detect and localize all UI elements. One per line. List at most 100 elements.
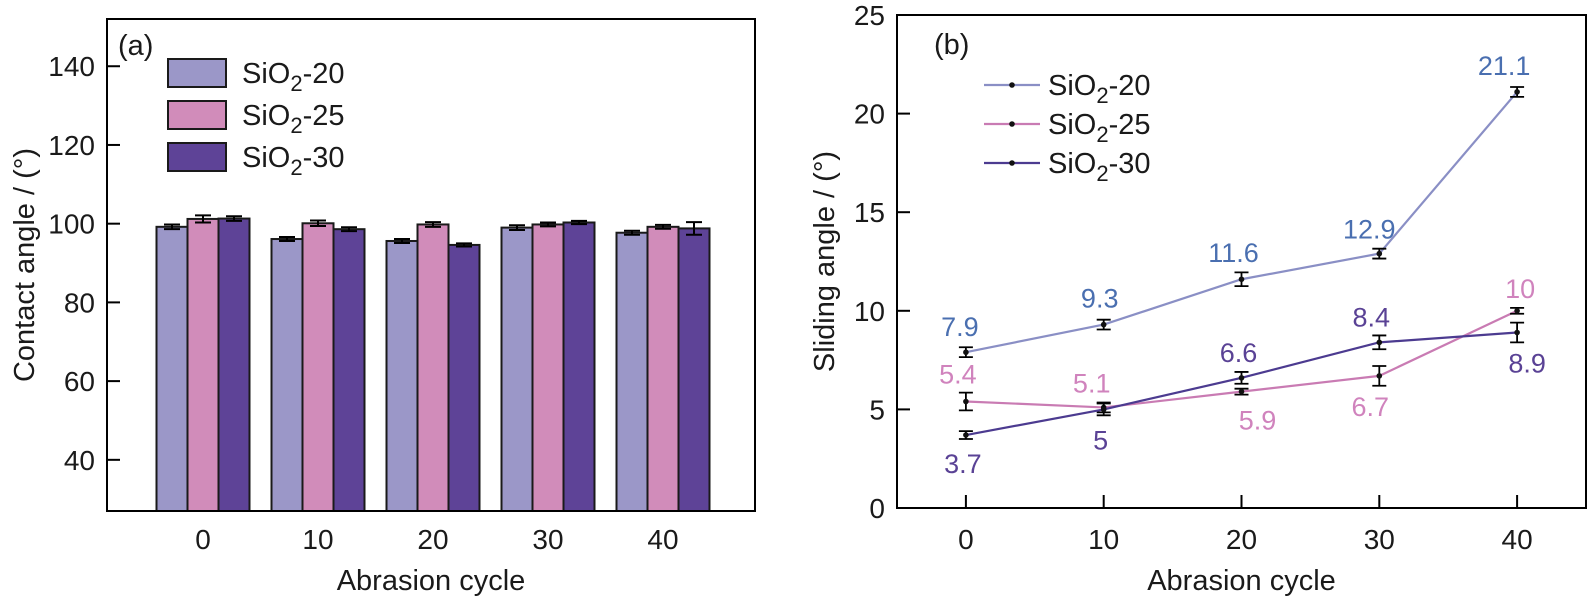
legend-a-swatch-SiO2-30 xyxy=(167,142,227,172)
point-marker-SiO2-30-cycle-40 xyxy=(1514,329,1520,336)
panel-b-ytick-label: 0 xyxy=(869,493,885,524)
panel-a-xtick-label: 10 xyxy=(302,524,333,555)
point-label-SiO2-20-cycle-20: 11.6 xyxy=(1208,238,1259,268)
point-marker-SiO2-30-cycle-20 xyxy=(1238,375,1245,381)
panel-b-ytick-label: 5 xyxy=(869,394,885,425)
panel-b-yaxis-title: Sliding angle / (°) xyxy=(809,151,841,372)
bar-error-SiO2-30-cycle-0 xyxy=(226,215,242,222)
bar-error-SiO2-20-cycle-20 xyxy=(394,238,410,244)
panel-a: 40 60 80 100 120 140 0 10 20 30 40 Abrasion cycle Co… xyxy=(9,18,756,597)
bar-error-SiO2-20-cycle-40 xyxy=(624,229,640,236)
legend-a-label-SiO2-20: SiO2-20 xyxy=(242,58,345,96)
point-marker-SiO2-20-cycle-10 xyxy=(1100,321,1107,328)
bar-SiO2-30-cycle-30 xyxy=(562,221,596,512)
point-marker-SiO2-20-cycle-30 xyxy=(1376,250,1383,257)
bar-error-SiO2-20-cycle-0 xyxy=(164,223,180,231)
point-label-SiO2-20-cycle-40: 21.1 xyxy=(1478,51,1531,81)
point-marker-SiO2-20-cycle-20 xyxy=(1238,276,1245,283)
bar-error-SiO2-25-cycle-40 xyxy=(655,223,671,230)
point-marker-SiO2-30-cycle-10 xyxy=(1100,406,1107,413)
panel-a-legend: SiO2-20 SiO2-25 SiO2-30 xyxy=(167,58,345,180)
panel-a-ytick-label: 60 xyxy=(64,366,95,397)
bar-SiO2-25-cycle-20 xyxy=(416,223,450,512)
point-label-SiO2-30-cycle-40: 8.9 xyxy=(1508,348,1546,378)
bar-SiO2-30-cycle-10 xyxy=(332,228,366,512)
bar-error-SiO2-30-cycle-10 xyxy=(341,226,357,233)
panel-b-ytick-label: 20 xyxy=(854,99,885,130)
point-label-SiO2-25-cycle-10: 5.1 xyxy=(1073,368,1111,398)
legend-a-label-SiO2-30: SiO2-30 xyxy=(242,142,345,180)
point-label-SiO2-30-cycle-0: 3.7 xyxy=(944,449,982,479)
point-label-SiO2-30-cycle-30: 8.4 xyxy=(1353,302,1391,332)
point-marker-SiO2-30-cycle-30 xyxy=(1376,339,1383,346)
panel-b-xtick-label: 20 xyxy=(1226,524,1257,555)
point-label-SiO2-25-cycle-20: 5.9 xyxy=(1239,406,1277,436)
bar-SiO2-20-cycle-10 xyxy=(270,238,304,512)
bar-SiO2-25-cycle-40 xyxy=(646,225,680,512)
bar-SiO2-25-cycle-0 xyxy=(186,217,220,513)
bar-SiO2-30-cycle-0 xyxy=(217,217,251,512)
point-marker-SiO2-25-cycle-0 xyxy=(963,398,969,405)
legend-a-swatch-SiO2-20 xyxy=(167,58,227,88)
legend-b-label-SiO2-25: SiO2-25 xyxy=(1048,109,1151,147)
bar-error-SiO2-30-cycle-20 xyxy=(456,242,472,248)
point-label-SiO2-25-cycle-30: 6.7 xyxy=(1352,392,1390,422)
panel-b-xtick-label: 0 xyxy=(958,524,974,555)
bar-SiO2-25-cycle-30 xyxy=(531,223,565,512)
panel-a-xtick-label: 30 xyxy=(532,524,563,555)
panel-a-ytick-label: 140 xyxy=(48,51,95,82)
bar-error-SiO2-25-cycle-0 xyxy=(195,214,211,224)
panel-b-xtick-label: 10 xyxy=(1088,524,1119,555)
panel-b-frame xyxy=(896,14,1587,509)
point-label-SiO2-30-cycle-10: 5 xyxy=(1093,425,1108,455)
legend-b-marker-SiO2-20 xyxy=(1009,82,1015,88)
panel-a-ytick-label: 100 xyxy=(48,209,95,240)
bar-error-SiO2-25-cycle-30 xyxy=(540,221,556,228)
panel-a-xtick-label: 20 xyxy=(417,524,448,555)
bar-error-SiO2-20-cycle-30 xyxy=(509,224,525,231)
panel-b: 0 5 10 15 20 25 0 10 20 30 40 7.9 9.3 11.6 12.9 21.1 5.4… xyxy=(809,0,1587,597)
bar-SiO2-30-cycle-40 xyxy=(677,227,711,512)
point-marker-SiO2-25-cycle-20 xyxy=(1238,388,1245,395)
point-label-SiO2-20-cycle-30: 12.9 xyxy=(1343,215,1396,245)
panel-b-ytick-label: 25 xyxy=(854,0,885,31)
bar-SiO2-30-cycle-20 xyxy=(447,243,481,513)
panel-a-yaxis-title: Contact angle / (°) xyxy=(9,148,41,382)
bar-error-SiO2-20-cycle-10 xyxy=(279,236,295,242)
bar-SiO2-20-cycle-20 xyxy=(385,239,419,513)
legend-a-swatch-SiO2-25 xyxy=(167,100,227,130)
legend-a-label-SiO2-25: SiO2-25 xyxy=(242,100,345,138)
point-marker-SiO2-20-cycle-0 xyxy=(963,349,969,356)
point-marker-SiO2-30-cycle-0 xyxy=(963,432,969,438)
panel-b-ytick-label: 10 xyxy=(854,296,885,327)
bar-SiO2-20-cycle-40 xyxy=(615,231,649,512)
point-label-SiO2-25-cycle-40: 10 xyxy=(1505,274,1535,304)
point-label-SiO2-20-cycle-0: 7.9 xyxy=(941,312,979,342)
point-label-SiO2-20-cycle-10: 9.3 xyxy=(1081,284,1119,314)
panel-a-frame xyxy=(106,18,756,512)
panel-a-ytick-label: 40 xyxy=(64,445,95,476)
bar-error-SiO2-30-cycle-40 xyxy=(686,221,702,236)
point-label-SiO2-30-cycle-20: 6.6 xyxy=(1220,338,1258,368)
bar-SiO2-20-cycle-0 xyxy=(155,225,189,512)
panel-a-xtick-label: 0 xyxy=(195,524,211,555)
legend-b-label-SiO2-20: SiO2-20 xyxy=(1048,70,1151,108)
legend-b-marker-SiO2-25 xyxy=(1009,121,1015,127)
panel-a-ytick-label: 80 xyxy=(64,287,95,318)
panel-a-tag: (a) xyxy=(118,30,153,62)
bar-SiO2-25-cycle-10 xyxy=(301,222,335,512)
point-marker-SiO2-20-cycle-40 xyxy=(1514,89,1520,95)
legend-b-marker-SiO2-30 xyxy=(1009,160,1015,166)
bar-error-SiO2-25-cycle-10 xyxy=(310,219,326,228)
panel-a-ytick-label: 120 xyxy=(48,130,95,161)
panel-b-tag: (b) xyxy=(934,29,969,61)
point-label-SiO2-25-cycle-0: 5.4 xyxy=(939,360,977,390)
panel-a-xtick-label: 40 xyxy=(647,524,678,555)
bar-error-SiO2-30-cycle-30 xyxy=(571,219,587,226)
bar-error-SiO2-25-cycle-20 xyxy=(425,221,441,228)
point-marker-SiO2-25-cycle-40 xyxy=(1514,308,1520,314)
legend-b-label-SiO2-30: SiO2-30 xyxy=(1048,148,1151,186)
panel-b-xtick-label: 30 xyxy=(1364,524,1395,555)
